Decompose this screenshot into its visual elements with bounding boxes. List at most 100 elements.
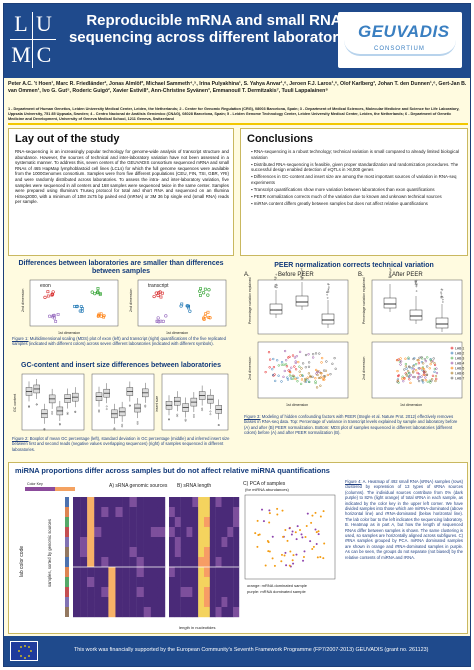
peer-y-axis-label: Percentage variation explained bbox=[362, 277, 366, 324]
heatmap-cell bbox=[122, 537, 130, 548]
figure-2-section: GC-content and insert size differences b… bbox=[8, 362, 234, 458]
mds-point bbox=[186, 304, 190, 308]
heatmap-cell bbox=[180, 517, 187, 528]
fig4-panel-c-sub: (for miRNA abundances) bbox=[245, 487, 289, 492]
heatmap-cell bbox=[101, 507, 109, 518]
peer-mds-point bbox=[326, 373, 329, 377]
peer-mds-point bbox=[320, 361, 323, 364]
heatmap-cell bbox=[169, 597, 176, 608]
mds-point bbox=[95, 291, 100, 295]
figure-1-title: Differences between laboratories are sma… bbox=[18, 260, 224, 275]
peer-legend-label: LAB 5 bbox=[455, 367, 464, 371]
heatmap-cell bbox=[80, 507, 88, 518]
heatmap-cell bbox=[94, 537, 102, 548]
heatmap-cell bbox=[122, 607, 130, 618]
peer-mds-point bbox=[404, 357, 407, 360]
heatmap-cell bbox=[157, 577, 166, 588]
pca-point bbox=[280, 553, 283, 556]
boxplot-outlier bbox=[209, 413, 212, 416]
pca-point bbox=[315, 531, 318, 534]
peer-mds-point bbox=[268, 358, 272, 361]
heatmap-cell bbox=[180, 547, 187, 558]
pca-point bbox=[286, 539, 289, 542]
heatmap-cell bbox=[180, 587, 187, 598]
peer-mds-point bbox=[435, 371, 439, 375]
mds-point bbox=[157, 320, 161, 324]
heatmap-cell bbox=[143, 567, 152, 578]
heatmap-cell bbox=[108, 567, 116, 578]
peer-mds-point bbox=[304, 353, 308, 357]
heatmap-cell bbox=[101, 527, 109, 538]
heatmap-cell bbox=[233, 577, 240, 588]
heatmap-cell bbox=[115, 497, 123, 508]
heatmap-cell bbox=[186, 557, 193, 568]
peer-mds-point bbox=[319, 384, 322, 387]
peer-mds-point bbox=[417, 379, 421, 383]
peer-outlier bbox=[274, 286, 276, 288]
mds-point bbox=[203, 314, 207, 319]
boxplot-outlier bbox=[201, 409, 203, 412]
peer-mds-point bbox=[417, 367, 420, 370]
heatmap-cell bbox=[143, 557, 152, 568]
heatmap-cell bbox=[129, 497, 137, 508]
peer-mds-point bbox=[410, 367, 413, 370]
heatmap-cell bbox=[87, 607, 95, 618]
pca-point bbox=[291, 530, 294, 533]
peer-mds-point bbox=[396, 380, 399, 383]
heatmap-cell bbox=[80, 567, 88, 578]
heatmap-cell bbox=[227, 597, 234, 608]
heatmap-cell bbox=[143, 547, 152, 558]
peer-box bbox=[269, 303, 283, 315]
heatmap-cell bbox=[73, 497, 81, 508]
peer-outlier bbox=[327, 289, 330, 291]
peer-mds-point bbox=[293, 376, 296, 379]
logo-letter-c: C bbox=[36, 42, 52, 67]
pca-point bbox=[268, 521, 271, 524]
heatmap-cell bbox=[221, 547, 228, 558]
conclusion-item: ▪ RNA-sequencing is a robust technology;… bbox=[251, 149, 460, 160]
geuvadis-logo-sub: CONSORTIUM bbox=[374, 46, 425, 52]
boxplot-outlier bbox=[51, 411, 53, 413]
heatmap-cell bbox=[87, 577, 95, 588]
figure-2-caption-label: Figure 2: bbox=[12, 436, 29, 441]
pca-point bbox=[295, 538, 298, 541]
fig4-lab-color-segment bbox=[65, 517, 69, 527]
peer-outlier bbox=[414, 283, 417, 286]
pca-point bbox=[311, 548, 314, 551]
heatmap-cell bbox=[87, 557, 95, 568]
peer-mds-point bbox=[314, 377, 317, 380]
peer-mds-point bbox=[319, 371, 322, 375]
peer-outlier bbox=[328, 286, 330, 288]
peer-mds-point bbox=[296, 380, 299, 383]
peer-mds-point bbox=[301, 362, 305, 365]
peer-outlier bbox=[327, 291, 330, 293]
heatmap-cell bbox=[192, 497, 199, 508]
heatmap-cell bbox=[122, 577, 130, 588]
conclusion-item: ▪ miRNA content differs greatly between … bbox=[251, 200, 428, 206]
heatmap-cell bbox=[221, 557, 228, 568]
mds-point bbox=[201, 291, 206, 295]
peer-mds-point bbox=[398, 360, 402, 363]
peer-mds-point bbox=[293, 356, 297, 359]
peer-legend-marker bbox=[450, 376, 454, 380]
heatmap-cell bbox=[115, 587, 123, 598]
pca-point bbox=[317, 530, 320, 533]
heatmap-cell bbox=[221, 587, 228, 598]
peer-mds-point bbox=[308, 380, 311, 384]
peer-mds-point bbox=[418, 367, 421, 370]
heatmap-cell bbox=[129, 547, 137, 558]
heatmap-cell bbox=[150, 557, 159, 568]
peer-mds-point bbox=[432, 357, 435, 360]
boxplot-outlier bbox=[98, 409, 100, 412]
peer-mds-point bbox=[399, 363, 402, 366]
heatmap-cell bbox=[209, 507, 216, 518]
heatmap-cell bbox=[180, 537, 187, 548]
fig4-color-key-label: Color Key bbox=[27, 482, 43, 486]
pca-point bbox=[288, 564, 291, 567]
mds-point bbox=[188, 309, 192, 313]
heatmap-cell bbox=[108, 587, 116, 598]
heatmap-cell bbox=[186, 507, 193, 518]
peer-mds-point bbox=[277, 374, 280, 377]
heatmap-cell bbox=[227, 557, 234, 568]
peer-outlier bbox=[388, 276, 390, 278]
